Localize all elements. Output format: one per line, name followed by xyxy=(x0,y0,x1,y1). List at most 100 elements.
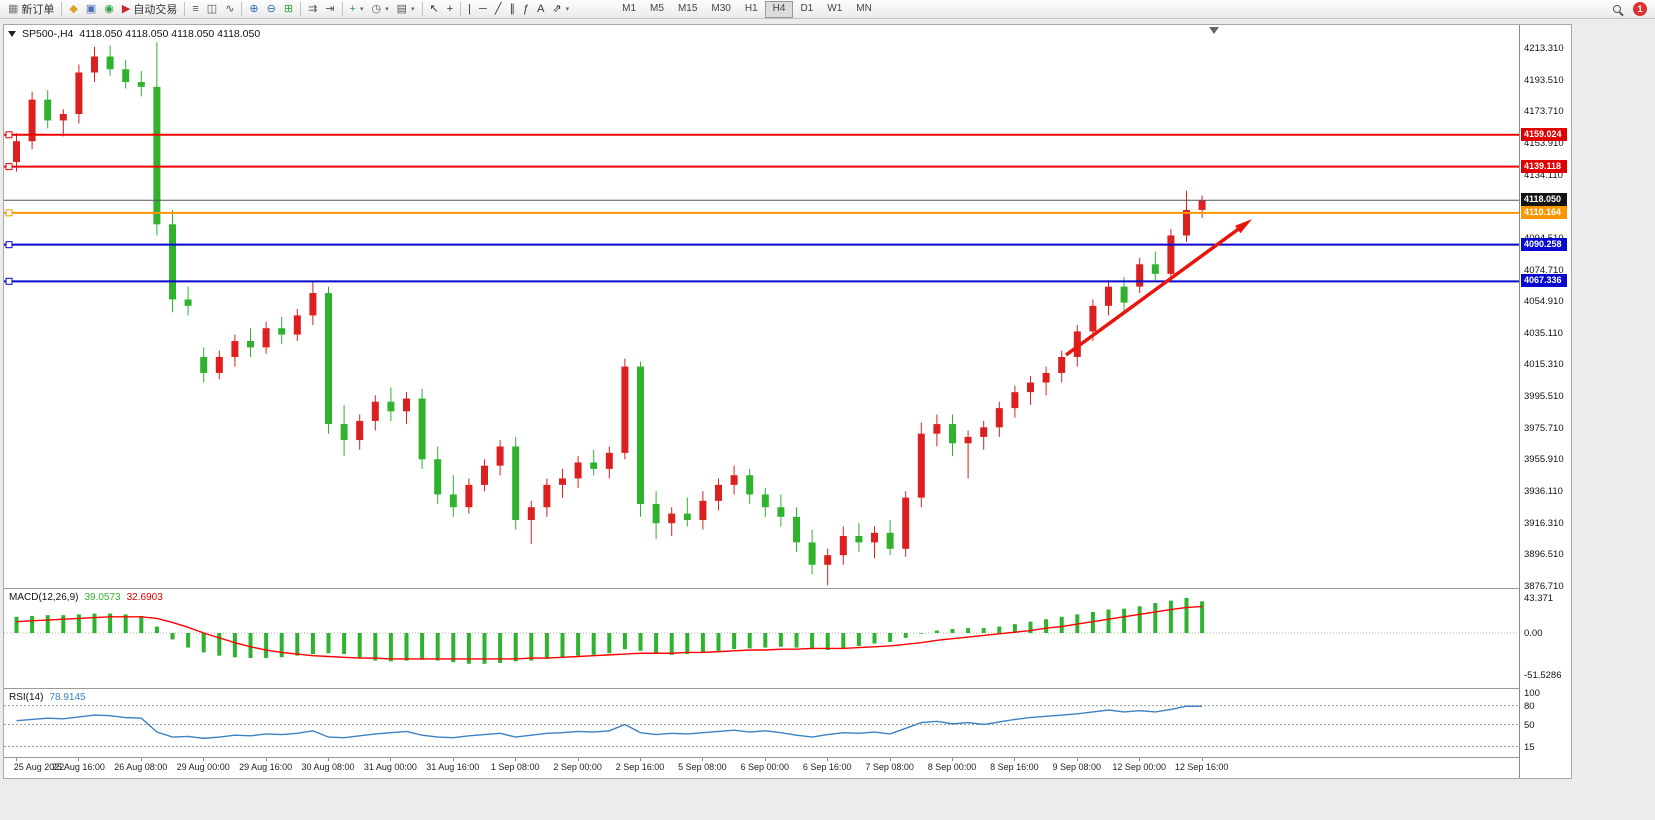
price-axis-label: 4054.910 xyxy=(1524,296,1564,308)
price-axis-label: 3936.110 xyxy=(1524,486,1563,498)
periods-button[interactable]: ◷ ▾ xyxy=(367,1,392,18)
timeframe-d1[interactable]: D1 xyxy=(800,2,814,14)
channel-icon: ∥ xyxy=(509,2,515,15)
horizontal-line-button[interactable]: ─ xyxy=(475,1,491,18)
chart-bars-button[interactable]: ≡ xyxy=(188,1,202,18)
time-axis-tick xyxy=(78,758,80,761)
fibonacci-button[interactable]: ƒ xyxy=(519,1,533,18)
time-axis-tick xyxy=(1014,758,1016,761)
toolbar: ▦ 新订单 ◆ ▣ ◉ ▶ 自动交易 ≡ ◫ ∿ ⊕ ⊖ ⊞ ⇉ ⇥ + ▾ ◷ ▾ ▤ ▾ ↖ + | ─ ╱ ∥ ƒ A ⇗ ▾ M1 M… xyxy=(0,0,1655,19)
chart-title: SP500-,H4 4118.050 4118.050 4118.050 411… xyxy=(8,28,260,40)
time-axis-label: 1 Sep 08:00 xyxy=(490,762,540,772)
cursor-button[interactable]: ↖ xyxy=(426,1,443,18)
metaeditor-button[interactable]: ◆ xyxy=(65,1,81,18)
toolbar-separator xyxy=(421,2,423,16)
timeframe-m30[interactable]: M30 xyxy=(711,2,731,14)
rsi-name: RSI(14) xyxy=(9,692,44,703)
autotrading-button[interactable]: ▶ 自动交易 xyxy=(118,1,181,18)
main-chart[interactable]: SP500-,H4 4118.050 4118.050 4118.050 411… xyxy=(4,25,1519,588)
chart-shift-marker[interactable] xyxy=(1209,27,1219,34)
timeframe-mn[interactable]: MN xyxy=(856,2,872,14)
channel-button[interactable]: ∥ xyxy=(505,1,519,18)
chart-ohlc: 4118.050 4118.050 4118.050 4118.050 xyxy=(79,28,261,40)
zoom-in-button[interactable]: ⊕ xyxy=(245,1,262,18)
new-order-icon: ▦ xyxy=(8,2,19,15)
horizontal-lines[interactable] xyxy=(4,131,1519,285)
timeframe-m1[interactable]: M1 xyxy=(622,2,637,14)
timeframe-m5[interactable]: M5 xyxy=(650,2,664,14)
macd-name: MACD(12,26,9) xyxy=(9,592,79,603)
chart-line-button[interactable]: ∿ xyxy=(221,1,238,18)
macd-panel[interactable]: MACD(12,26,9) 39.0573 32.6903 xyxy=(4,588,1519,688)
trend-arrow-annotation[interactable] xyxy=(1064,219,1253,357)
trendline-icon: ╱ xyxy=(494,2,502,15)
time-axis-tick xyxy=(328,758,329,761)
rsi-panel[interactable]: RSI(14) 78.9145 xyxy=(4,688,1519,757)
rsi-line xyxy=(16,705,1203,740)
time-axis-label: 12 Sep 16:00 xyxy=(1174,762,1229,772)
line-anchor-marker xyxy=(5,163,13,171)
search-button[interactable] xyxy=(1609,1,1625,18)
timeframe-h4[interactable]: H4 xyxy=(764,0,794,18)
timeframe-h1[interactable]: H1 xyxy=(744,2,758,14)
indicators-button[interactable]: + ▾ xyxy=(346,1,368,18)
time-axis-tick xyxy=(515,758,517,761)
text-button[interactable]: A xyxy=(533,1,548,18)
refresh-button[interactable]: ◉ xyxy=(100,1,118,18)
indicators-plus-icon: + xyxy=(349,2,356,15)
timeframe-group: M1 M5 M15 M30 H1 H4 D1 W1 MN xyxy=(615,0,879,18)
chart-candles-button[interactable]: ◫ xyxy=(203,1,221,18)
price-tag: 4118.050 xyxy=(1521,193,1567,207)
timeframe-w1[interactable]: W1 xyxy=(827,2,843,14)
time-axis-tick xyxy=(390,758,392,761)
line-anchor-marker xyxy=(5,131,13,139)
chart-shift-button[interactable]: ⇥ xyxy=(321,1,338,18)
new-order-button-label: 新订单 xyxy=(21,4,55,16)
text-icon: A xyxy=(537,2,545,15)
tile-windows-icon: ⊞ xyxy=(283,2,294,15)
time-axis-tick xyxy=(452,758,454,761)
time-axis[interactable]: 25 Aug 2022 25 Aug 16:00 26 Aug 08:00 29 Au… xyxy=(4,757,1519,778)
dropdown-arrow-icon: ▾ xyxy=(410,6,415,13)
price-axis-label: 3975.710 xyxy=(1524,422,1564,434)
price-axis-label: 4035.110 xyxy=(1524,327,1563,339)
price-axis-label: 4153.910 xyxy=(1524,137,1564,149)
auto-scroll-button[interactable]: ⇉ xyxy=(304,1,321,18)
timeframe-m15[interactable]: M15 xyxy=(677,2,698,14)
new-order-button[interactable]: ▦ 新订单 xyxy=(4,1,58,18)
arrows-button[interactable]: ⇗ ▾ xyxy=(548,1,573,18)
tile-windows-button[interactable]: ⊞ xyxy=(280,1,297,18)
zoom-out-button[interactable]: ⊖ xyxy=(263,1,280,18)
price-scale[interactable]: 4213.310 4193.510 4173.710 4153.910 4134.110… xyxy=(1519,25,1571,778)
macd-signal-line xyxy=(16,605,1203,660)
price-tag: 4110.164 xyxy=(1521,205,1567,219)
templates-button[interactable]: ▤ ▾ xyxy=(393,1,419,18)
line-anchor-marker xyxy=(5,277,13,285)
arrow-shapes-icon: ⇗ xyxy=(552,2,562,15)
vertical-line-button[interactable]: | xyxy=(464,1,475,18)
trendline-button[interactable]: ╱ xyxy=(491,1,506,18)
price-axis-label: 4015.310 xyxy=(1524,359,1564,371)
time-axis-label: 31 Aug 00:00 xyxy=(363,762,417,772)
time-axis-label: 8 Sep 16:00 xyxy=(990,762,1039,772)
toolbar-separator xyxy=(241,2,243,16)
auto-scroll-icon: ⇉ xyxy=(308,2,318,15)
rsi-label: RSI(14) 78.9145 xyxy=(9,692,86,703)
one-click-trading-toggle[interactable] xyxy=(8,31,16,37)
macd-scale-label: 43.371 xyxy=(1524,592,1554,604)
profiles-icon: ▣ xyxy=(85,2,97,15)
profiles-button[interactable]: ▣ xyxy=(82,1,100,18)
macd-signal-value: 32.6903 xyxy=(126,592,163,603)
autotrading-icon: ▶ xyxy=(121,2,131,15)
line-chart-type-icon: ∿ xyxy=(225,2,235,15)
price-tag: 4090.258 xyxy=(1521,237,1567,251)
time-axis-tick xyxy=(1139,758,1141,761)
time-axis-label: 26 Aug 08:00 xyxy=(114,762,168,772)
candlestick-series xyxy=(13,42,1206,586)
time-axis-tick xyxy=(764,758,766,761)
fibonacci-icon: ƒ xyxy=(522,2,530,15)
notification-badge[interactable]: 1 xyxy=(1633,2,1647,16)
macd-label: MACD(12,26,9) 39.0573 32.6903 xyxy=(9,592,163,603)
clock-icon: ◷ xyxy=(371,2,382,15)
crosshair-button[interactable]: + xyxy=(443,1,457,18)
